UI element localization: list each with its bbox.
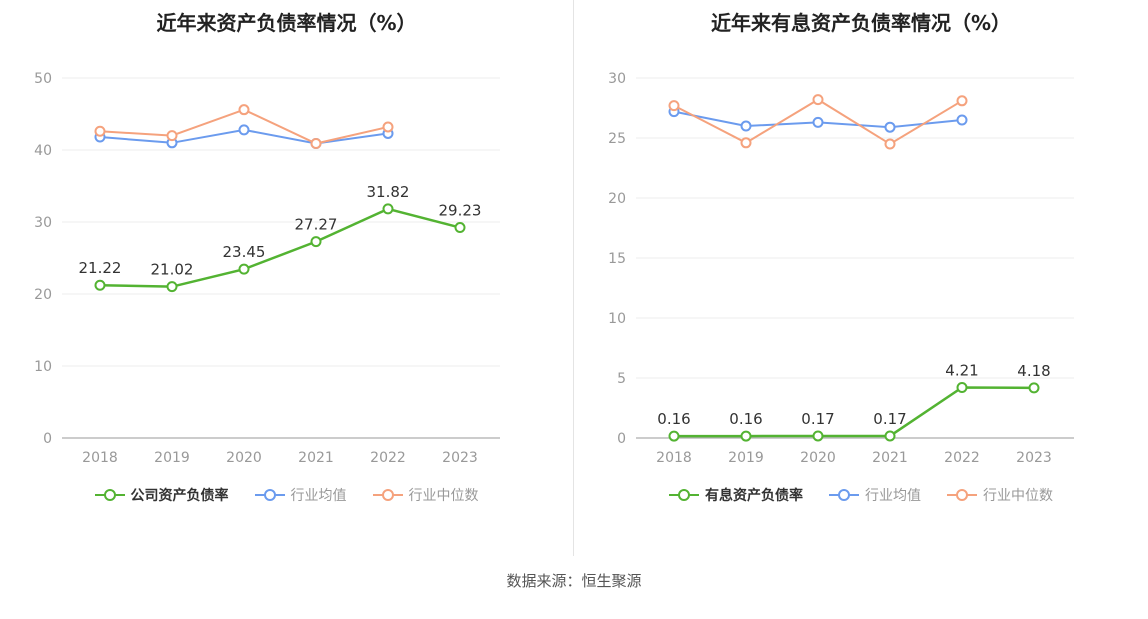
legend-marker-icon [669,489,699,501]
svg-text:23.45: 23.45 [222,243,265,261]
source-row: 数据来源：恒生聚源 [0,570,1148,591]
legend-marker-icon [829,489,859,501]
svg-text:0.16: 0.16 [729,410,762,428]
legend-item-label: 行业中位数 [983,488,1053,504]
legend-item-label: 行业均值 [290,488,347,504]
legend-item-primary[interactable]: 公司资产负债率 [94,485,229,505]
svg-text:29.23: 29.23 [438,202,481,220]
svg-text:0.17: 0.17 [873,410,906,428]
svg-text:2021: 2021 [298,450,334,466]
chart-panel-debt-ratio: 近年来资产负债率情况（%） 0 10 20 30 40 50 2018 2019 2020 202… [0,0,574,556]
svg-text:0.17: 0.17 [801,410,834,428]
svg-text:2022: 2022 [370,450,406,466]
legend: 有息资产负债率 行业均值 行业中位数 [669,482,1053,508]
svg-text:2018: 2018 [656,450,692,466]
chart-title: 近年来有息资产负债率情况（%） [710,11,1012,35]
legend-item-label: 公司资产负债率 [130,488,229,504]
legend-marker-icon [947,489,977,501]
legend-item-industry-median[interactable]: 行业中位数 [372,485,479,505]
chart-title: 近年来资产负债率情况（%） [156,11,417,35]
legend-item-label: 有息资产负债率 [705,488,803,504]
svg-text:21.02: 21.02 [150,261,193,279]
svg-text:2019: 2019 [154,450,190,466]
svg-text:2020: 2020 [226,450,262,466]
svg-text:27.27: 27.27 [294,216,337,234]
svg-text:30: 30 [608,71,626,87]
line-chart-interest-debt-ratio: 0 5 10 15 20 25 30 2018 2019 2020 2021 2022 2023 0.16… [608,71,1074,466]
svg-text:10: 10 [608,311,626,327]
svg-text:0: 0 [617,431,626,447]
legend-item-label: 行业中位数 [408,488,479,504]
svg-text:21.22: 21.22 [78,259,121,277]
charts-row: 近年来资产负债率情况（%） 0 10 20 30 40 50 2018 2019 2020 202… [0,0,1148,556]
svg-text:10: 10 [34,359,52,375]
legend-marker-icon [372,489,403,501]
svg-text:2023: 2023 [442,450,478,466]
svg-text:20: 20 [34,287,52,303]
data-source-text: 数据来源：恒生聚源 [506,572,642,590]
legend-item-industry-avg[interactable]: 行业均值 [829,485,921,505]
legend-marker-icon [94,489,125,501]
svg-text:5: 5 [617,371,626,387]
svg-text:2018: 2018 [82,450,118,466]
svg-text:2021: 2021 [872,450,908,466]
svg-text:50: 50 [34,71,52,87]
chart-panel-interest-debt-ratio: 近年来有息资产负债率情况（%） 0 5 10 15 20 25 30 2018 2019 2020… [574,0,1148,556]
svg-text:0: 0 [43,431,52,447]
svg-text:0.16: 0.16 [657,410,690,428]
svg-text:2020: 2020 [800,450,836,466]
legend-item-industry-avg[interactable]: 行业均值 [254,485,347,505]
svg-text:25: 25 [608,131,626,147]
legend: 公司资产负债率 行业均值 行业中位数 [94,482,479,508]
svg-text:30: 30 [34,215,52,231]
svg-text:20: 20 [608,191,626,207]
legend-marker-icon [254,489,285,501]
svg-text:4.18: 4.18 [1017,362,1050,380]
svg-text:2023: 2023 [1016,450,1052,466]
svg-text:31.82: 31.82 [366,183,409,201]
svg-text:40: 40 [34,143,52,159]
svg-text:4.21: 4.21 [945,361,978,379]
svg-text:2022: 2022 [944,450,980,466]
legend-item-primary[interactable]: 有息资产负债率 [669,485,803,505]
legend-item-industry-median[interactable]: 行业中位数 [947,485,1053,505]
legend-item-label: 行业均值 [865,488,921,504]
line-chart-debt-ratio: 0 10 20 30 40 50 2018 2019 2020 2021 2022 2023 21.22… [34,71,500,466]
svg-text:2019: 2019 [728,450,764,466]
svg-text:15: 15 [608,251,626,267]
